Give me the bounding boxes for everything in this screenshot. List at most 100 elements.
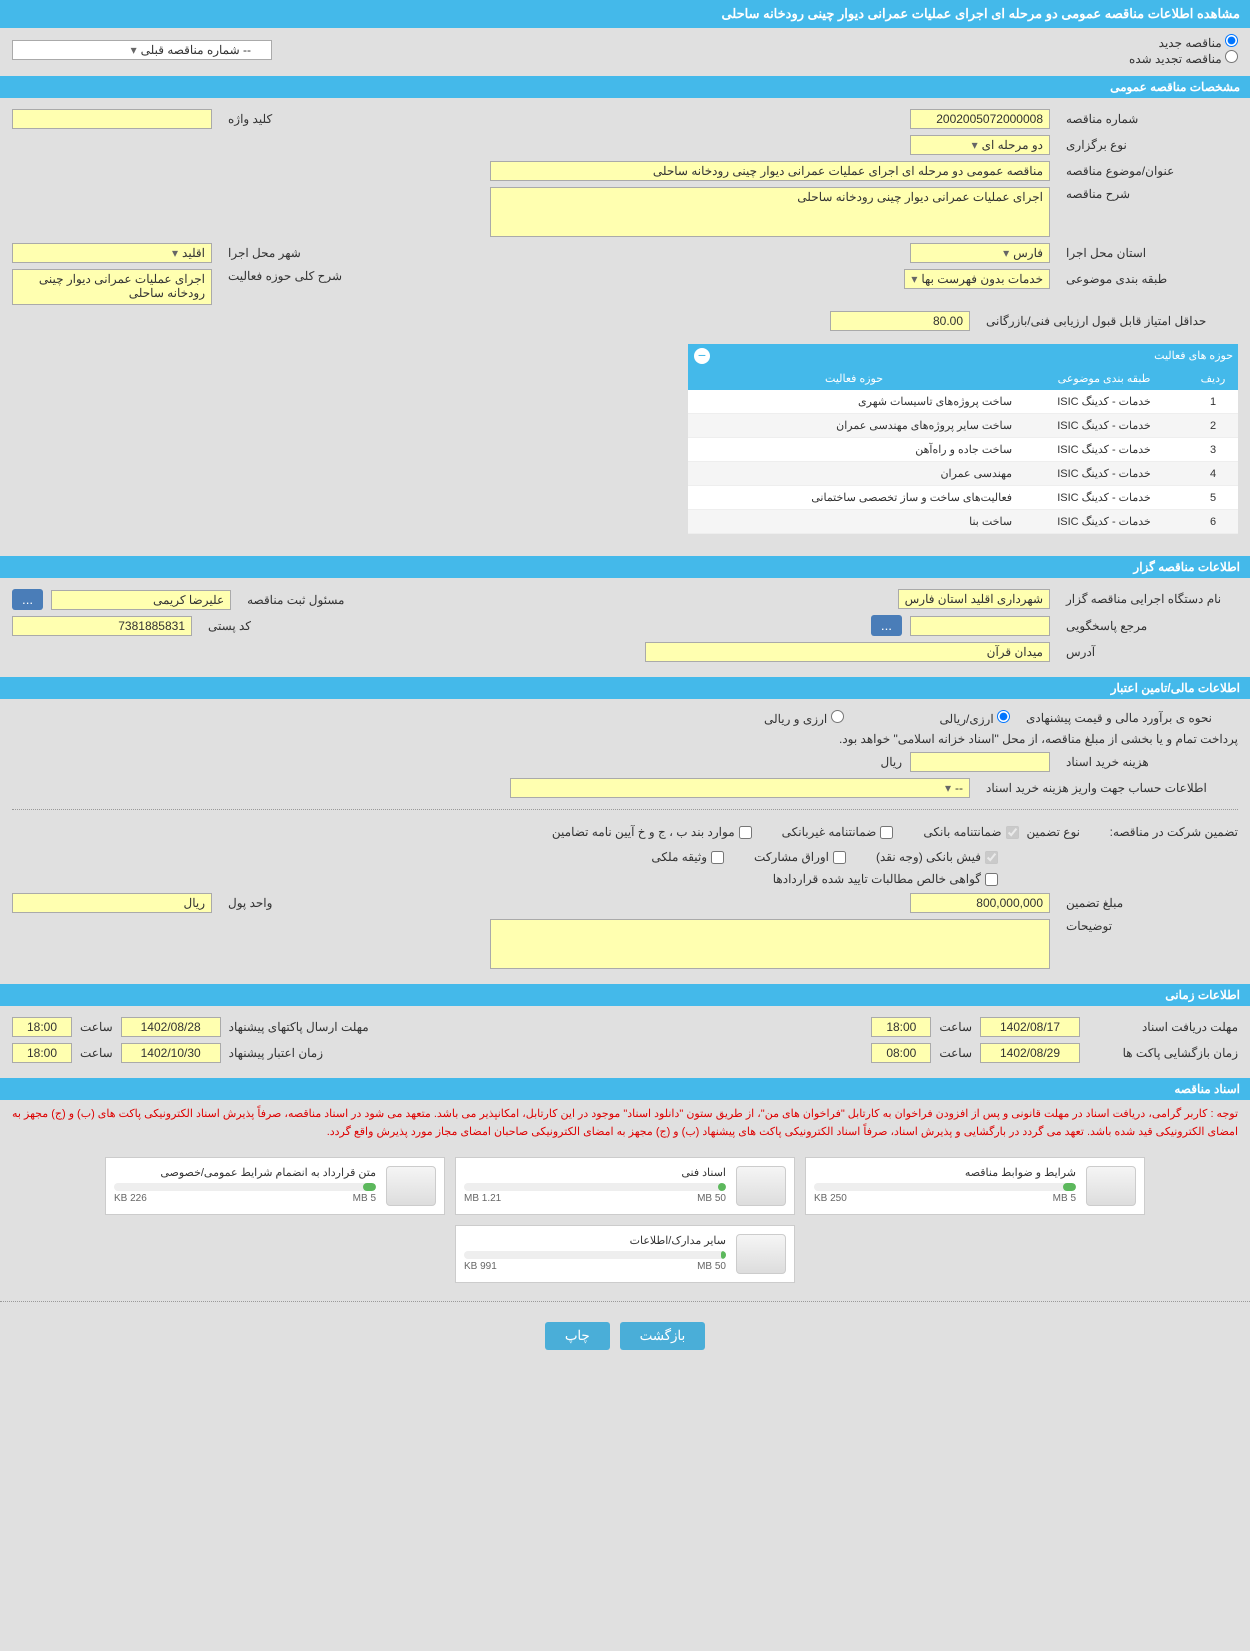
- time-label-3: ساعت: [80, 1020, 113, 1034]
- min-score-label: حداقل امتیاز قابل قبول ارزیابی فنی/بازرگ…: [978, 314, 1238, 328]
- radio-renewed-label: مناقصه تجدید شده: [1129, 52, 1222, 66]
- cb-items-bpj: موارد بند ب ، ج و خ آیین نامه تضامین: [552, 825, 752, 839]
- doc-used: 1.21 MB: [464, 1193, 501, 1204]
- address-value: میدان قرآن: [645, 642, 1050, 662]
- table-row: 3خدمات - کدینگ ISICساخت جاده و راه‌آهن: [688, 438, 1238, 462]
- minimize-icon[interactable]: −: [694, 348, 710, 364]
- tender-number-value: 2002005072000008: [910, 109, 1050, 129]
- radio-new-input[interactable]: [1225, 34, 1238, 47]
- cb-receivables-input[interactable]: [985, 873, 998, 886]
- send-deadline-date: 1402/08/28: [121, 1017, 221, 1037]
- cb-bank-guarantee: ضمانتنامه بانکی: [923, 825, 1018, 839]
- send-deadline-label: مهلت ارسال پاکتهای پیشنهاد: [229, 1020, 369, 1034]
- description-label: شرح مناقصه: [1058, 187, 1238, 201]
- time-label-1: ساعت: [939, 1020, 972, 1034]
- contact-label: مرجع پاسخگویی: [1058, 619, 1238, 633]
- registrar-label: مسئول ثبت مناقصه: [247, 593, 344, 607]
- send-deadline-time: 18:00: [12, 1017, 72, 1037]
- registrar-more-button[interactable]: ...: [12, 589, 43, 610]
- divider-bottom: [0, 1301, 1250, 1302]
- cb-bank-receipt: فیش بانکی (وجه نقد): [876, 850, 998, 864]
- description-value: اجرای عملیات عمرانی دیوار چینی رودخانه س…: [490, 187, 1050, 237]
- folder-icon: [386, 1166, 436, 1206]
- radio-rial-input[interactable]: [997, 710, 1010, 723]
- payment-note: پرداخت تمام و یا بخشی از مبلغ مناقصه، از…: [12, 729, 1238, 749]
- doc-total: 5 MB: [353, 1193, 376, 1204]
- validity-label: زمان اعتبار پیشنهاد: [229, 1046, 323, 1060]
- page-title: مشاهده اطلاعات مناقصه عمومی دو مرحله ای …: [0, 0, 1250, 28]
- radio-rial-currency: ارزی/ریالی: [940, 710, 1010, 726]
- divider: [12, 809, 1238, 810]
- currency-unit-label: واحد پول: [228, 896, 272, 910]
- keyword-label: کلید واژه: [228, 112, 272, 126]
- province-select[interactable]: فارس: [910, 243, 1050, 263]
- prev-tender-select[interactable]: -- شماره مناقصه قبلی: [12, 40, 272, 60]
- document-box[interactable]: شرایط و ضوابط مناقصه 5 MB 250 KB: [805, 1157, 1145, 1215]
- notes-value: [490, 919, 1050, 969]
- guarantee-amount-label: مبلغ تضمین: [1058, 896, 1238, 910]
- category-select[interactable]: خدمات بدون فهرست بها: [904, 269, 1050, 289]
- activity-table: حوزه های فعالیت− ردیف طبقه بندی موضوعی ح…: [688, 344, 1238, 534]
- print-button[interactable]: چاپ: [545, 1322, 610, 1350]
- doc-used: 226 KB: [114, 1193, 147, 1204]
- guarantee-title: تضمین شرکت در مناقصه:: [1088, 825, 1238, 839]
- validity-time: 18:00: [12, 1043, 72, 1063]
- document-box[interactable]: سایر مدارک/اطلاعات 50 MB991 KB: [455, 1225, 795, 1283]
- table-row: 6خدمات - کدینگ ISICساخت بنا: [688, 510, 1238, 534]
- notes-label: توضیحات: [1058, 919, 1238, 933]
- cb-bpj-input[interactable]: [739, 826, 752, 839]
- guarantee-amount-value: 800,000,000: [910, 893, 1050, 913]
- currency-rial-label: ریال: [880, 755, 902, 769]
- section-general: مشخصات مناقصه عمومی: [0, 76, 1250, 98]
- estimate-label: نحوه ی برآورد مالی و قیمت پیشنهادی: [1018, 711, 1238, 725]
- cb-participation-bonds: اوراق مشارکت: [754, 850, 846, 864]
- account-info-select[interactable]: --: [510, 778, 970, 798]
- radio-foreign-label: ارزی و ریالی: [764, 712, 827, 726]
- back-button[interactable]: بازگشت: [620, 1322, 706, 1350]
- documents-notice: توجه : کاربر گرامی، دریافت اسناد در مهلت…: [0, 1100, 1250, 1147]
- receive-deadline-time: 18:00: [871, 1017, 931, 1037]
- folder-icon: [1086, 1166, 1136, 1206]
- doc-title: متن قرارداد به انضمام شرایط عمومی/خصوصی: [114, 1166, 376, 1179]
- doc-used: 991 KB: [464, 1261, 497, 1272]
- section-timing: اطلاعات زمانی: [0, 984, 1250, 1006]
- account-info-label: اطلاعات حساب جهت واریز هزینه خرید اسناد: [978, 781, 1238, 795]
- city-label: شهر محل اجرا: [228, 246, 301, 260]
- radio-renewed-input[interactable]: [1225, 50, 1238, 63]
- purchase-cost-label: هزینه خرید اسناد: [1058, 755, 1238, 769]
- guarantee-type-label: نوع تضمین: [1027, 825, 1080, 839]
- table-row: 1خدمات - کدینگ ISICساخت پروژه‌های تاسیسا…: [688, 390, 1238, 414]
- receive-deadline-date: 1402/08/17: [980, 1017, 1080, 1037]
- doc-total: 50 MB: [697, 1261, 726, 1272]
- city-select[interactable]: اقلید: [12, 243, 212, 263]
- col-activity: حوزه فعالیت: [688, 367, 1020, 390]
- validity-date: 1402/10/30: [121, 1043, 221, 1063]
- radio-new-tender: مناقصه جدید: [1159, 36, 1238, 50]
- doc-total: 5 MB: [1053, 1193, 1076, 1204]
- cb-property-input[interactable]: [711, 851, 724, 864]
- min-score-value: 80.00: [830, 311, 970, 331]
- postal-label: کد پستی: [208, 619, 251, 633]
- radio-foreign-input[interactable]: [831, 710, 844, 723]
- tender-number-label: شماره مناقصه: [1058, 112, 1238, 126]
- keyword-value: [12, 109, 212, 129]
- doc-title: شرایط و ضوابط مناقصه: [814, 1166, 1076, 1179]
- cb-bank-input: [1006, 826, 1019, 839]
- document-box[interactable]: اسناد فنی 50 MB1.21 MB: [455, 1157, 795, 1215]
- cb-nonbank-input[interactable]: [880, 826, 893, 839]
- postal-value: 7381885831: [12, 616, 192, 636]
- holding-type-select[interactable]: دو مرحله ای: [910, 135, 1050, 155]
- folder-icon: [736, 1234, 786, 1274]
- currency-unit-value: ریال: [12, 893, 212, 913]
- doc-total: 50 MB: [697, 1193, 726, 1204]
- table-row: 2خدمات - کدینگ ISICساخت سایر پروژه‌های م…: [688, 414, 1238, 438]
- cb-bonds-input[interactable]: [833, 851, 846, 864]
- doc-used: 250 KB: [814, 1193, 847, 1204]
- address-label: آدرس: [1058, 645, 1238, 659]
- progress-bar: [464, 1183, 726, 1191]
- radio-rial-label: ارزی/ریالی: [940, 712, 994, 726]
- time-label-2: ساعت: [939, 1046, 972, 1060]
- progress-bar: [114, 1183, 376, 1191]
- document-box[interactable]: متن قرارداد به انضمام شرایط عمومی/خصوصی …: [105, 1157, 445, 1215]
- contact-more-button[interactable]: ...: [871, 615, 902, 636]
